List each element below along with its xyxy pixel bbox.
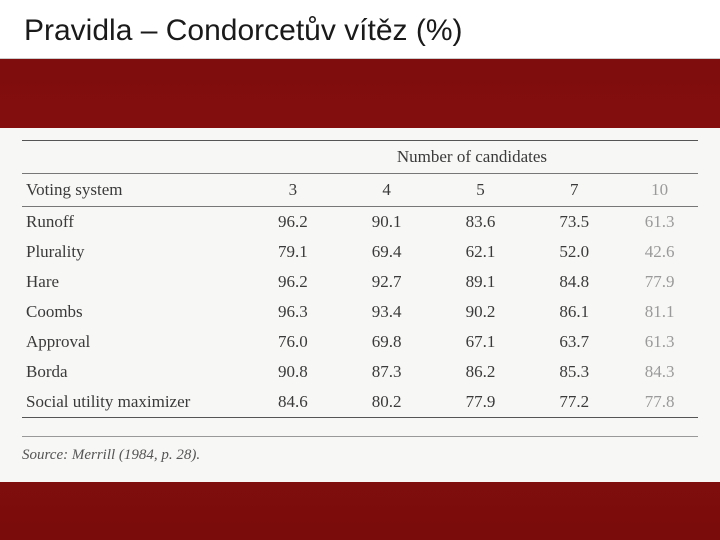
row-header-label: Voting system	[22, 174, 246, 207]
cell: 62.1	[434, 237, 528, 267]
col-header: 10	[621, 174, 698, 207]
source-text: Merrill (1984, p. 28).	[72, 447, 200, 463]
cell: 77.9	[434, 387, 528, 418]
cell: 79.1	[246, 237, 340, 267]
table-panel: Number of candidates Voting system 3 4 5…	[0, 128, 720, 482]
cell: 81.1	[621, 297, 698, 327]
slide: Pravidla – Condorcetův vítěz (%) Number …	[0, 0, 720, 540]
col-header: 7	[527, 174, 621, 207]
row-label: Runoff	[22, 207, 246, 238]
cell: 84.8	[527, 267, 621, 297]
cell: 67.1	[434, 327, 528, 357]
row-label: Approval	[22, 327, 246, 357]
cell: 69.4	[340, 237, 434, 267]
table-row: Runoff 96.2 90.1 83.6 73.5 61.3	[22, 207, 698, 238]
cell: 61.3	[621, 207, 698, 238]
col-header: 4	[340, 174, 434, 207]
cell: 86.1	[527, 297, 621, 327]
cell: 63.7	[527, 327, 621, 357]
cell: 61.3	[621, 327, 698, 357]
cell: 86.2	[434, 357, 528, 387]
cell: 42.6	[621, 237, 698, 267]
condorcet-table: Number of candidates Voting system 3 4 5…	[22, 140, 698, 418]
cell: 80.2	[340, 387, 434, 418]
title-bar: Pravidla – Condorcetův vítěz (%)	[0, 0, 720, 59]
page-title: Pravidla – Condorcetův vítěz (%)	[24, 14, 696, 48]
cell: 92.7	[340, 267, 434, 297]
table-row: Approval 76.0 69.8 67.1 63.7 61.3	[22, 327, 698, 357]
row-label: Hare	[22, 267, 246, 297]
source-line: Source: Merrill (1984, p. 28).	[22, 436, 698, 464]
cell: 96.3	[246, 297, 340, 327]
row-label: Social utility maximizer	[22, 387, 246, 418]
source-label: Source:	[22, 447, 68, 463]
col-span-header: Number of candidates	[246, 141, 698, 174]
cell: 87.3	[340, 357, 434, 387]
row-label: Borda	[22, 357, 246, 387]
cell: 84.6	[246, 387, 340, 418]
cell: 96.2	[246, 267, 340, 297]
cell: 52.0	[527, 237, 621, 267]
cell: 76.0	[246, 327, 340, 357]
cell: 90.2	[434, 297, 528, 327]
cell: 90.8	[246, 357, 340, 387]
cell: 77.2	[527, 387, 621, 418]
cell: 69.8	[340, 327, 434, 357]
cell: 90.1	[340, 207, 434, 238]
table-row: Plurality 79.1 69.4 62.1 52.0 42.6	[22, 237, 698, 267]
cell: 77.9	[621, 267, 698, 297]
cell: 85.3	[527, 357, 621, 387]
table-row: Hare 96.2 92.7 89.1 84.8 77.9	[22, 267, 698, 297]
table-row: Social utility maximizer 84.6 80.2 77.9 …	[22, 387, 698, 418]
cell: 84.3	[621, 357, 698, 387]
cell: 77.8	[621, 387, 698, 418]
cell: 93.4	[340, 297, 434, 327]
row-label: Coombs	[22, 297, 246, 327]
table-row: Coombs 96.3 93.4 90.2 86.1 81.1	[22, 297, 698, 327]
cell: 83.6	[434, 207, 528, 238]
col-header-empty	[22, 141, 246, 174]
row-label: Plurality	[22, 237, 246, 267]
cell: 73.5	[527, 207, 621, 238]
table-row: Borda 90.8 87.3 86.2 85.3 84.3	[22, 357, 698, 387]
cell: 96.2	[246, 207, 340, 238]
cell: 89.1	[434, 267, 528, 297]
col-header: 5	[434, 174, 528, 207]
col-header: 3	[246, 174, 340, 207]
